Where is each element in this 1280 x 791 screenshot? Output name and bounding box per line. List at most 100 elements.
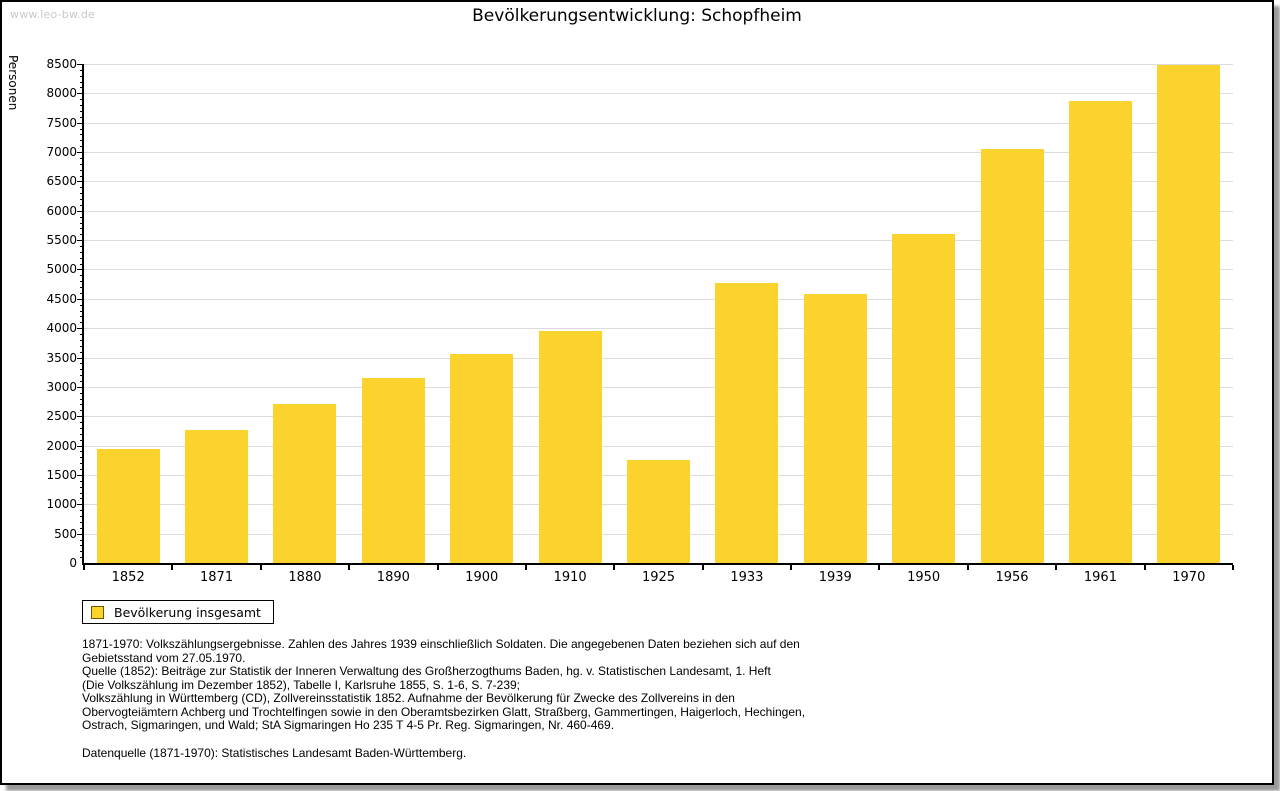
y-tick-label: 2500 [46,409,77,424]
y-tick-label: 8500 [46,57,77,71]
x-tick-label: 1956 [995,570,1029,585]
footnotes: 1871-1970: Volkszählungsergebnisse. Zahl… [82,637,1202,760]
footnote-line: Quelle (1852): Beiträge zur Statistik de… [82,664,771,678]
y-tick-label: 7000 [46,145,77,160]
bar [1068,101,1132,563]
y-tick-label: 4500 [46,291,77,306]
x-tick-label: 1933 [730,570,764,585]
bar [892,234,956,563]
bar [450,354,514,563]
x-tick-label: 1852 [111,570,145,585]
gridline [84,122,1233,124]
datasource-line: Datenquelle (1871-1970): Statistisches L… [82,745,467,760]
y-tick-label: 1000 [46,497,77,512]
y-tick-label: 7500 [46,115,77,130]
x-axis-tick [966,565,969,570]
x-axis-tick [348,565,351,570]
gridline [84,416,1233,418]
x-axis-tick [790,565,793,570]
y-axis-tick [77,122,84,124]
y-axis-tick [77,533,84,535]
y-axis-tick [77,269,84,271]
gridline [84,93,1233,95]
bar [185,430,249,563]
y-tick-label: 2000 [46,438,77,453]
footnote-line: Obervogteiämtern Achberg und Trochtelfin… [82,704,806,719]
bar [980,149,1044,563]
legend: Bevölkerung insgesamt [82,600,274,624]
x-axis-tick [1143,565,1146,570]
y-axis-tick [77,445,84,447]
x-tick-label: 1925 [641,570,676,585]
y-axis-tick [77,93,84,95]
y-tick-label: 6500 [46,174,77,189]
y-axis-line [82,64,84,565]
y-tick-label: 0 [69,556,77,570]
bar [538,331,602,563]
y-axis-tick [77,416,84,418]
bar [361,378,425,563]
x-axis-tick [83,565,85,570]
x-tick-label: 1880 [288,570,322,585]
y-axis-tick [77,386,84,388]
footnote-line: 1871-1970: Volkszählungsergebnisse. Zahl… [82,637,800,651]
y-tick-label: 5000 [46,262,77,277]
x-axis-tick [878,565,881,570]
y-axis-title: Personen [6,55,20,111]
gridline [84,357,1233,359]
gridline [84,210,1233,212]
chart-title: Bevölkerungsentwicklung: Schopfheim [472,6,802,26]
x-axis-tick [1232,565,1234,570]
y-tick-label: 4000 [46,321,77,336]
x-tick-label: 1939 [818,570,852,585]
gridline [84,64,1233,65]
gridline [84,240,1233,242]
footnote-line: (Die Volkszählung im Dezember 1852), Tab… [82,677,521,692]
x-tick-label: 1961 [1083,570,1117,585]
y-tick-label: 3000 [46,379,77,394]
gridline [84,181,1233,183]
bar [803,294,867,563]
y-tick-label: 6000 [46,203,77,218]
bar-chart: Personen 500 1000 1500 2000 2500 3000 3500 4000… [2,2,1276,602]
x-axis-line [82,563,1233,565]
gridline [84,269,1233,271]
x-axis-tick [613,565,616,570]
y-axis-tick [77,210,84,212]
legend-label: Bevölkerung insgesamt [114,604,261,620]
y-axis-tick [77,240,84,242]
y-tick-label: 5500 [46,233,77,248]
watermark: www.leo-bw.de [10,8,96,21]
bar [1157,65,1221,563]
x-axis-tick [701,565,704,570]
y-axis-tick [77,298,84,300]
legend-swatch-icon [91,605,104,619]
gridline [84,152,1233,154]
x-tick-label: 1910 [553,570,587,585]
gridline [84,298,1233,300]
bar [715,283,779,563]
bar [273,404,337,563]
y-tick-label: 500 [54,526,77,541]
y-axis-tick [77,181,84,183]
footnote-line: Gebietsstand vom 27.05.1970. [82,650,246,665]
y-tick-label: 3500 [46,350,77,365]
bar [627,460,690,563]
x-axis-tick [436,565,439,570]
y-axis-tick [77,64,84,65]
y-tick-label: 8000 [46,86,77,101]
y-axis-tick [77,504,84,506]
x-axis-tick [1055,565,1058,570]
bar [96,449,160,563]
y-axis-tick [77,328,84,330]
y-axis-tick [77,474,84,476]
x-axis-tick [171,565,174,570]
x-tick-label: 1900 [465,570,499,585]
x-tick-label: 1871 [200,570,234,585]
x-tick-label: 1970 [1172,570,1206,585]
x-axis-tick [524,565,527,570]
gridline [84,328,1233,330]
footnote-line: Volkszählung in Württemberg (CD), Zollve… [82,691,735,705]
gridline [84,445,1233,447]
